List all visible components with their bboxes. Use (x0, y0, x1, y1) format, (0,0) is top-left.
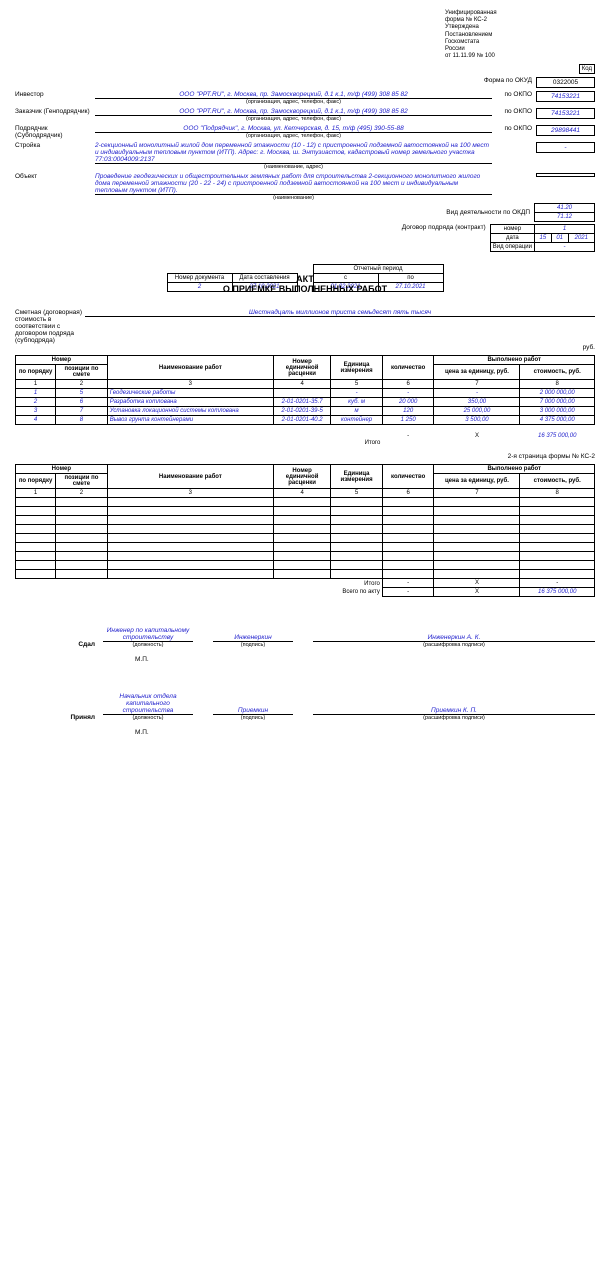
okdp-label: Вид деятельности по ОКДП (446, 209, 534, 216)
smeta-label: Сметная (договорная) стоимость в соответ… (15, 309, 85, 344)
main-title: О ПРИЕМКЕ ВЫПОЛНЕННЫХ РАБОТ (15, 284, 595, 294)
podryad-value: ООО "Подрядчик", г. Москва, ул. Кетчерск… (95, 125, 492, 133)
investor-okpo: 74153221 (536, 91, 595, 102)
okud-label: Форма по ОКУД (484, 77, 536, 84)
zakazchik-value: ООО "РРТ.RU", г. Москва, пр. Замоскворец… (95, 108, 492, 116)
dogovor-label: Договор подряда (контракт) (402, 224, 490, 231)
podryad-label: Подрядчик (Субподрядчик) (15, 125, 95, 139)
investor-value: ООО "РРТ.RU", г. Москва, пр. Замоскворец… (95, 91, 492, 99)
form-header: Унифицированнаяформа № КС-2 УтвержденаПо… (445, 10, 595, 60)
podryad-okpo: 29898441 (536, 125, 595, 136)
akt-label: АКТ (296, 274, 314, 284)
okdp-table: 41.2071.12 (534, 203, 595, 222)
dogovor-table: номер1 дата15012021 Вид операции- (490, 224, 595, 252)
smeta-value: Шестнадцать миллионов триста семьдесят п… (85, 309, 595, 317)
page2-table: Номер Наименование работ Номер единичной… (15, 464, 595, 597)
main-table: Номер Наименование работ Номер единичной… (15, 355, 595, 447)
signature-prinyal: Принял Начальник отдела капитального стр… (15, 693, 595, 736)
investor-label: Инвестор (15, 91, 95, 98)
code-box: Код (579, 64, 595, 74)
stroika-code: - (536, 142, 595, 153)
zakazchik-okpo: 74153221 (536, 108, 595, 119)
stroika-label: Стройка (15, 142, 95, 149)
object-label: Объект (15, 173, 95, 180)
okud-code: 0322005 (536, 77, 595, 88)
zakazchik-label: Заказчик (Генподрядчик) (15, 108, 95, 115)
page2-label: 2-я страница формы № КС-2 (505, 453, 595, 460)
object-value: Проведение геодезических и общестроитель… (95, 173, 492, 195)
signature-sdal: Сдал Инженер по капитальному строительст… (15, 627, 595, 663)
stroika-value: 2-секционный монолитный жилой дом переме… (95, 142, 492, 164)
